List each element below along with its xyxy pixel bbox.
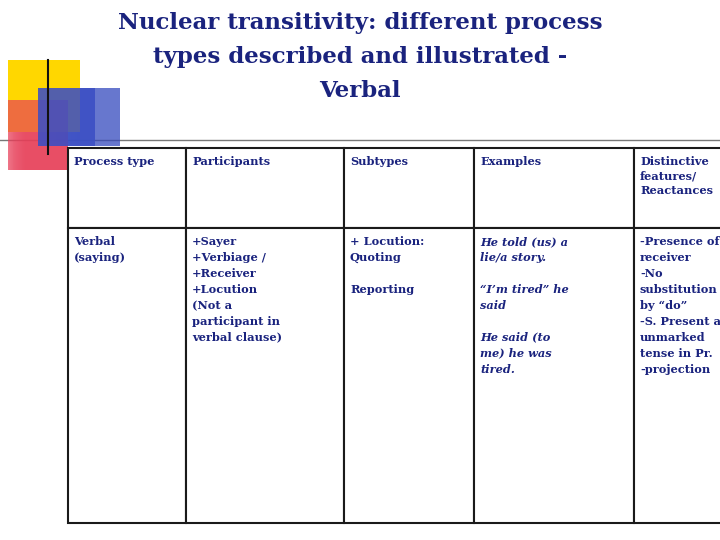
Bar bbox=[12, 100, 68, 170]
Text: -Presence of
receiver
-No
substitution
by “do”
-S. Present as
unmarked
tense in : -Presence of receiver -No substitution b… bbox=[640, 236, 720, 375]
Bar bbox=[68, 228, 186, 523]
Bar bbox=[46, 88, 120, 146]
Bar bbox=[22, 100, 68, 170]
Bar bbox=[25, 100, 68, 170]
Bar bbox=[344, 228, 474, 523]
Text: Nuclear transitivity: different process: Nuclear transitivity: different process bbox=[117, 12, 603, 34]
Bar bbox=[344, 148, 474, 228]
Bar bbox=[48, 88, 120, 146]
Bar bbox=[38, 88, 120, 146]
Text: Subtypes: Subtypes bbox=[350, 156, 408, 167]
Bar bbox=[56, 88, 120, 146]
Text: types described and illustrated -: types described and illustrated - bbox=[153, 46, 567, 68]
Bar bbox=[8, 60, 80, 132]
Bar bbox=[71, 88, 120, 146]
Bar bbox=[8, 100, 68, 170]
Bar bbox=[15, 100, 68, 170]
Bar bbox=[186, 228, 344, 523]
Bar bbox=[12, 100, 68, 170]
Bar bbox=[186, 148, 344, 228]
Bar bbox=[50, 88, 120, 146]
Bar bbox=[53, 88, 120, 146]
Bar bbox=[40, 88, 120, 146]
Text: Participants: Participants bbox=[192, 156, 270, 167]
Bar bbox=[68, 88, 120, 146]
Bar bbox=[634, 148, 720, 228]
Bar bbox=[18, 100, 68, 170]
Bar bbox=[17, 100, 68, 170]
Bar bbox=[16, 100, 68, 170]
Bar bbox=[8, 100, 68, 170]
Bar bbox=[38, 88, 95, 146]
Bar bbox=[9, 100, 68, 170]
Bar bbox=[474, 228, 634, 523]
Bar bbox=[67, 88, 120, 146]
Bar bbox=[14, 100, 68, 170]
Bar bbox=[10, 100, 68, 170]
Text: Distinctive
features/
Reactances: Distinctive features/ Reactances bbox=[640, 156, 713, 196]
Bar bbox=[14, 100, 68, 170]
Bar bbox=[63, 88, 120, 146]
Text: +Sayer
+Verbiage /
+Receiver
+Locution
(Not a
participant in
verbal clause): +Sayer +Verbiage / +Receiver +Locution (… bbox=[192, 236, 282, 343]
Text: He told (us) a
lie/a story.

“I’m tired” he
said

He said (to
me) he was
tired.: He told (us) a lie/a story. “I’m tired” … bbox=[480, 236, 569, 375]
Bar bbox=[75, 88, 120, 146]
Text: Examples: Examples bbox=[480, 156, 541, 167]
Bar bbox=[474, 148, 634, 228]
Text: + Locution:
Quoting

Reporting: + Locution: Quoting Reporting bbox=[350, 236, 424, 295]
Bar bbox=[634, 228, 720, 523]
Bar bbox=[73, 88, 120, 146]
Bar bbox=[68, 148, 186, 228]
Bar bbox=[19, 100, 68, 170]
Bar bbox=[22, 100, 68, 170]
Bar bbox=[24, 100, 68, 170]
Bar bbox=[11, 100, 68, 170]
Bar bbox=[55, 88, 120, 146]
Text: Verbal
(saying): Verbal (saying) bbox=[74, 236, 126, 263]
Bar bbox=[44, 88, 120, 146]
Bar bbox=[23, 100, 68, 170]
Bar bbox=[21, 100, 68, 170]
Bar bbox=[60, 88, 120, 146]
Bar bbox=[19, 100, 68, 170]
Text: Verbal: Verbal bbox=[319, 80, 401, 102]
Bar bbox=[42, 88, 120, 146]
Bar bbox=[77, 88, 120, 146]
Text: Process type: Process type bbox=[74, 156, 154, 167]
Bar bbox=[58, 88, 120, 146]
Bar bbox=[65, 88, 120, 146]
